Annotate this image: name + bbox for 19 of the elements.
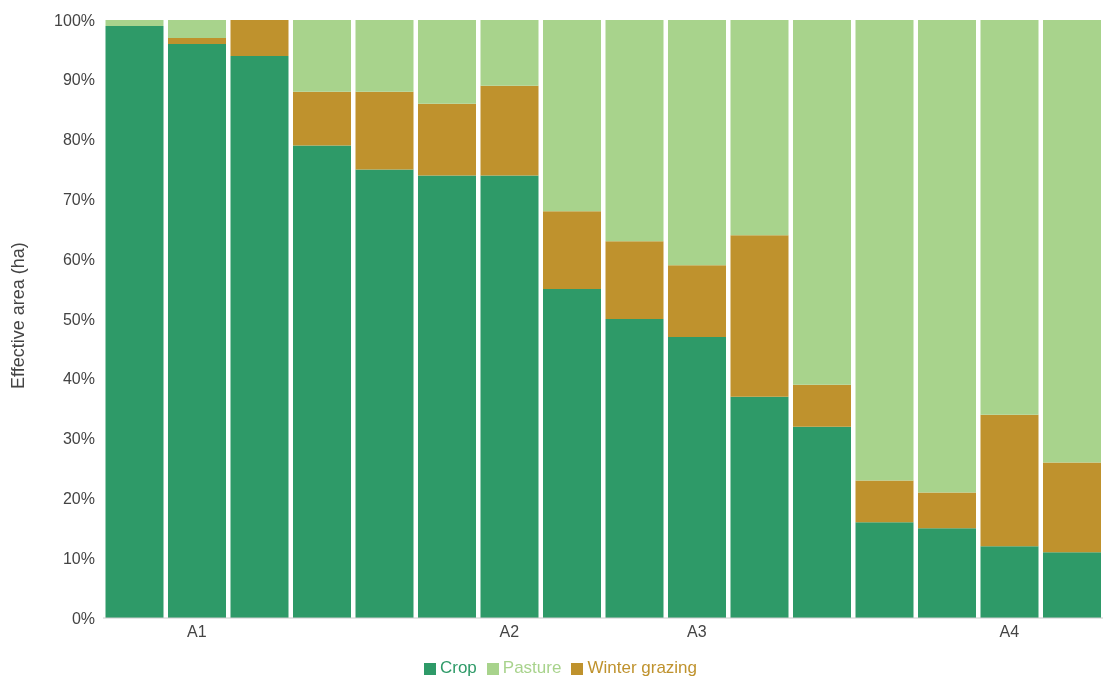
x-tick-label: A4 [999,623,1020,641]
x-tick-label: A1 [186,623,207,641]
y-tick-label: 20% [62,490,95,508]
y-tick-label: 30% [62,430,95,448]
y-tick-label: 80% [62,131,95,149]
y-tick-label: 90% [62,71,95,89]
y-tick-label: 100% [54,11,95,29]
x-tick-label: A3 [686,623,707,641]
y-tick-label: 70% [62,191,95,209]
legend-label: Crop [439,658,477,677]
y-tick-label: 60% [62,250,95,268]
y-tick-label: 40% [62,370,95,388]
y-tick-label: 10% [62,549,95,567]
y-axis-title: Effective area (ha) [8,242,29,389]
legend-label: Pasture [502,658,562,677]
x-tick-label: A2 [499,623,520,641]
y-tick-label: 50% [62,310,95,328]
legend-label: Winter grazing [587,658,698,677]
y-tick-label: 0% [71,609,95,627]
